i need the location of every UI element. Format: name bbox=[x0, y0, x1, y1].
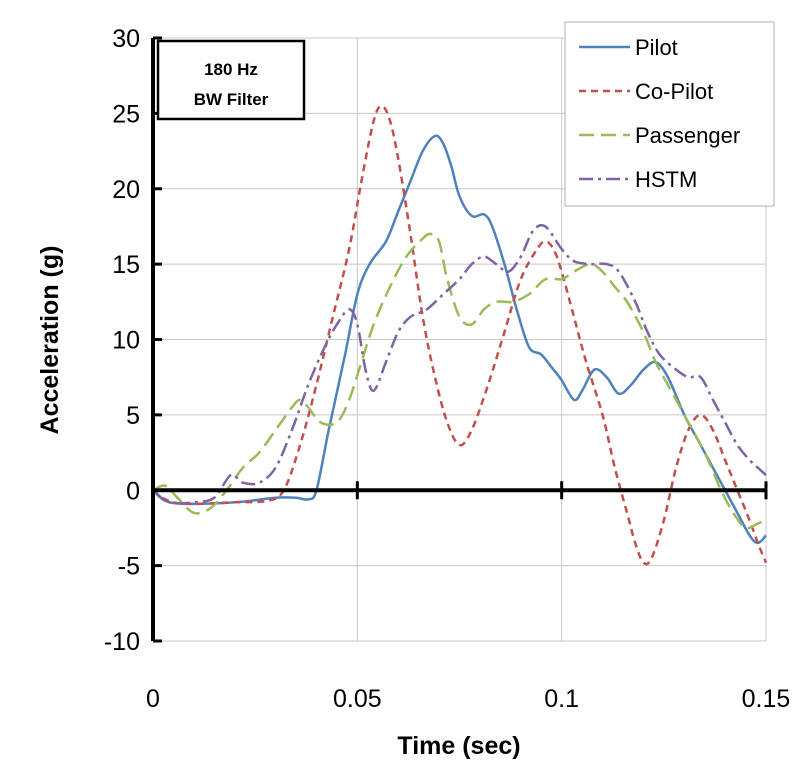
series-line-passenger bbox=[152, 232, 767, 530]
x-axis-title: Time (sec) bbox=[397, 732, 520, 760]
x-tick-label: 0.05 bbox=[333, 685, 382, 713]
legend-label-co-pilot: Co-Pilot bbox=[635, 79, 713, 104]
y-tick-label: 5 bbox=[126, 402, 140, 430]
y-tick-label: -5 bbox=[118, 553, 140, 581]
y-tick-label: 25 bbox=[112, 100, 140, 128]
legend-label-pilot: Pilot bbox=[635, 35, 678, 60]
y-tick-label: 20 bbox=[112, 176, 140, 204]
series-line-co-pilot bbox=[152, 104, 768, 566]
x-tick-label: 0 bbox=[146, 685, 160, 713]
annotation-frame bbox=[156, 39, 306, 121]
x-tick-label: 0.15 bbox=[742, 685, 791, 713]
legend-label-hstm: HSTM bbox=[635, 167, 697, 192]
axes bbox=[151, 36, 768, 643]
series-line-pilot bbox=[152, 134, 767, 545]
y-axis-title: Acceleration (g) bbox=[36, 246, 64, 435]
y-tick-label: 0 bbox=[126, 477, 140, 505]
series-line-hstm bbox=[152, 223, 767, 505]
y-tick-label: 30 bbox=[112, 25, 140, 53]
tick-labels: -10 -5 0 5 10 15 20 25 30 0 0.05 0.1 0.15 bbox=[104, 25, 790, 713]
series-lines bbox=[152, 104, 768, 566]
legend: Pilot Co-Pilot Passenger HSTM bbox=[564, 21, 775, 207]
annotation-box: 180 Hz BW Filter bbox=[156, 39, 306, 121]
annotation-line-2: BW Filter bbox=[194, 90, 269, 109]
annotation-line-1: 180 Hz bbox=[204, 60, 258, 79]
x-tick-label: 0.1 bbox=[544, 685, 579, 713]
y-tick-label: -10 bbox=[104, 628, 140, 656]
y-tick-label: 10 bbox=[112, 327, 140, 355]
legend-label-passenger: Passenger bbox=[635, 123, 740, 148]
legend-frame bbox=[564, 21, 775, 207]
y-tick-label: 15 bbox=[112, 251, 140, 279]
